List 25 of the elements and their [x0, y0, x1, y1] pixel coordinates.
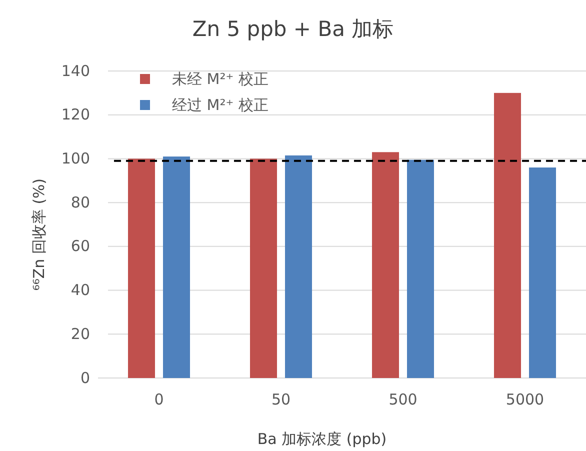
legend-label: 经过 M²⁺ 校正: [172, 96, 268, 114]
bar: [285, 155, 312, 378]
bar: [494, 92, 521, 378]
bar: [372, 152, 399, 378]
chart-title: Zn 5 ppb + Ba 加标: [192, 17, 394, 41]
x-tick-label: 50: [271, 390, 291, 409]
bar: [529, 167, 556, 378]
y-tick-label: 80: [70, 193, 90, 212]
x-axis-title: Ba 加标浓度 (ppb): [257, 430, 387, 448]
legend-label: 未经 M²⁺ 校正: [172, 70, 268, 88]
y-tick-label: 40: [70, 281, 90, 300]
bar: [128, 158, 155, 378]
y-tick-label: 0: [80, 368, 90, 387]
bar: [250, 158, 277, 378]
y-tick-label: 120: [61, 106, 90, 124]
y-tick-label: 20: [70, 324, 90, 343]
bar: [163, 156, 190, 378]
y-axis-title: ⁶⁶Zn 回收率 (%): [30, 178, 48, 291]
x-tick-label: 5000: [506, 390, 544, 409]
x-tick-label: 0: [154, 390, 164, 409]
y-tick-label: 100: [61, 150, 90, 168]
y-tick-label: 140: [61, 62, 90, 80]
bar: [407, 160, 434, 378]
y-tick-label: 60: [70, 237, 90, 256]
x-tick-label: 500: [388, 390, 418, 409]
